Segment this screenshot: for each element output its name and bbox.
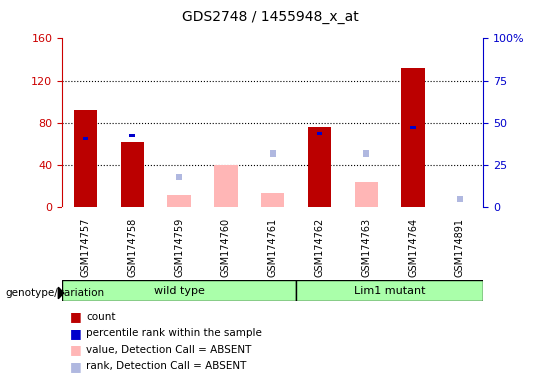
Bar (176, 174, 182, 180)
Text: Lim1 mutant: Lim1 mutant (354, 286, 426, 296)
Bar (74, 110, 97, 207)
Bar (457, 195, 463, 202)
Bar (83, 137, 89, 140)
Text: GSM174760: GSM174760 (221, 218, 231, 277)
Bar (410, 126, 416, 129)
Bar (62, 280, 296, 301)
Text: GSM174763: GSM174763 (361, 218, 372, 277)
Text: GDS2748 / 1455948_x_at: GDS2748 / 1455948_x_at (181, 10, 359, 23)
Text: GSM174758: GSM174758 (127, 218, 137, 277)
Text: percentile rank within the sample: percentile rank within the sample (86, 328, 262, 338)
Bar (401, 68, 425, 207)
Bar (316, 132, 322, 135)
Text: ■: ■ (70, 360, 82, 373)
Bar (296, 280, 483, 301)
Text: ■: ■ (70, 310, 82, 323)
Text: GSM174762: GSM174762 (314, 218, 325, 277)
Bar (120, 142, 144, 207)
Bar (270, 150, 275, 157)
Text: count: count (86, 312, 116, 322)
Text: rank, Detection Call = ABSENT: rank, Detection Call = ABSENT (86, 361, 247, 371)
Text: ■: ■ (70, 343, 82, 356)
Text: GSM174759: GSM174759 (174, 218, 184, 277)
Bar (308, 127, 331, 207)
Bar (130, 134, 135, 137)
Polygon shape (58, 287, 64, 299)
Text: value, Detection Call = ABSENT: value, Detection Call = ABSENT (86, 345, 252, 355)
Bar (355, 182, 378, 207)
Bar (261, 193, 285, 207)
Text: GSM174761: GSM174761 (268, 218, 278, 277)
Text: wild type: wild type (154, 286, 205, 296)
Text: GSM174764: GSM174764 (408, 218, 418, 277)
Bar (214, 165, 238, 207)
Bar (363, 150, 369, 157)
Text: genotype/variation: genotype/variation (5, 288, 105, 298)
Text: GSM174757: GSM174757 (80, 218, 91, 277)
Bar (167, 195, 191, 207)
Text: GSM174891: GSM174891 (455, 218, 465, 277)
Text: ■: ■ (70, 327, 82, 340)
